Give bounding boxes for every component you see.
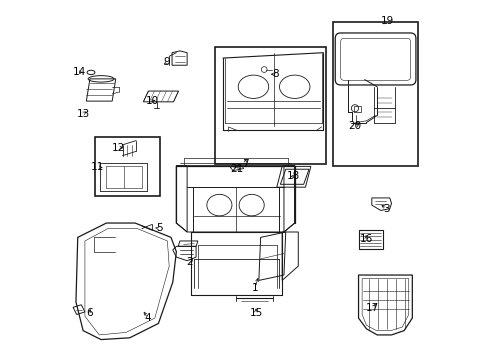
Text: 7: 7 xyxy=(242,159,248,169)
Text: 15: 15 xyxy=(249,309,262,318)
Text: 18: 18 xyxy=(286,171,300,181)
Text: 17: 17 xyxy=(366,303,379,314)
FancyBboxPatch shape xyxy=(335,33,415,85)
Text: 9: 9 xyxy=(163,57,170,67)
Text: 14: 14 xyxy=(73,67,86,77)
Polygon shape xyxy=(358,275,411,335)
Text: 5: 5 xyxy=(156,224,162,233)
Text: 21: 21 xyxy=(230,164,244,174)
Text: 6: 6 xyxy=(86,309,92,318)
Bar xyxy=(353,107,360,112)
Text: 10: 10 xyxy=(145,96,158,106)
Text: 3: 3 xyxy=(383,204,389,214)
Text: 20: 20 xyxy=(347,121,361,131)
Bar xyxy=(333,22,418,166)
Text: 19: 19 xyxy=(380,17,393,27)
Text: 4: 4 xyxy=(144,313,151,323)
Bar xyxy=(94,137,160,196)
Bar xyxy=(358,230,382,249)
Text: 1: 1 xyxy=(251,283,258,293)
Text: 13: 13 xyxy=(76,109,90,119)
Text: 2: 2 xyxy=(186,257,193,267)
Text: 16: 16 xyxy=(359,234,372,244)
Text: 12: 12 xyxy=(111,143,124,153)
Text: 11: 11 xyxy=(91,162,104,172)
Bar xyxy=(215,47,325,164)
Text: 8: 8 xyxy=(272,69,279,79)
